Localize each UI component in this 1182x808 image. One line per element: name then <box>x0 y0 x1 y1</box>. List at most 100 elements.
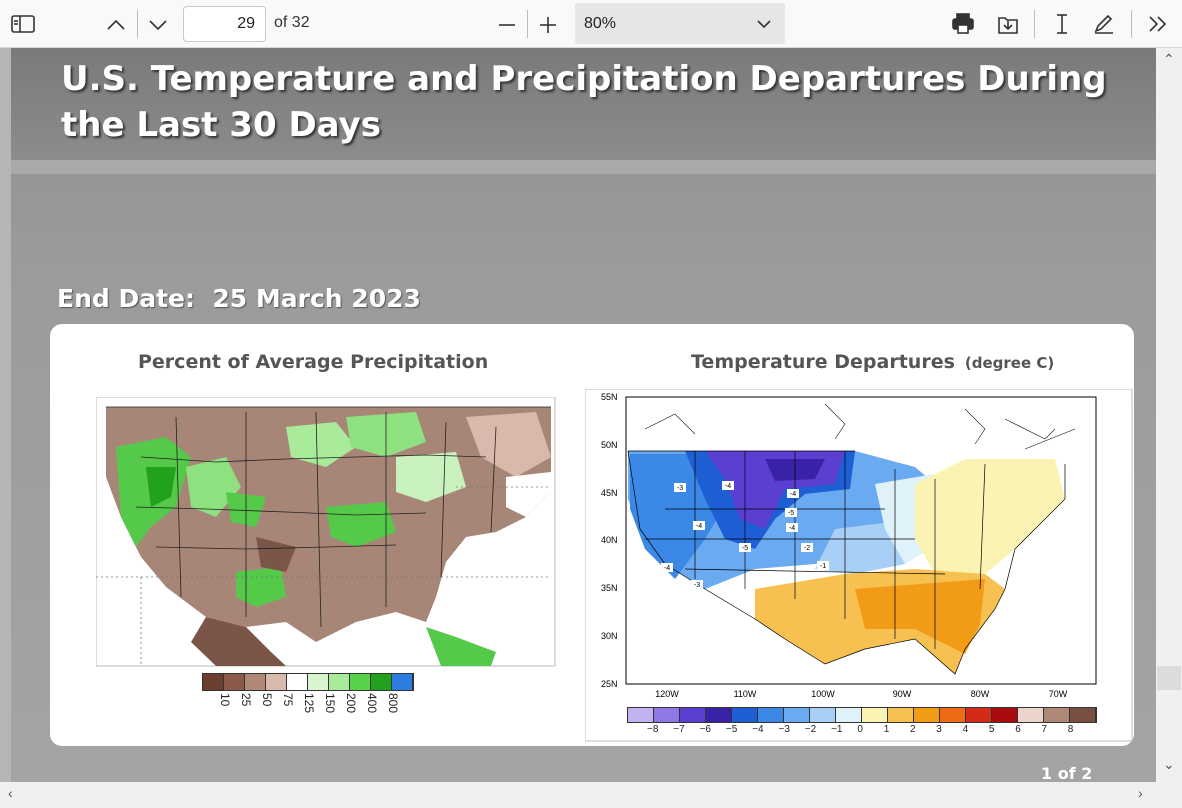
slide-header <box>11 48 1156 160</box>
temp-legend-label: 5 <box>988 724 995 735</box>
temp-legend-swatch <box>914 708 940 722</box>
temp-legend-swatch <box>836 708 862 722</box>
precip-legend-label: 400 <box>365 693 379 714</box>
precip-legend-label: 150 <box>323 693 337 714</box>
precip-legend-label: 75 <box>281 693 295 707</box>
vertical-scrollbar[interactable]: ⌃ ⌄ <box>1156 48 1182 782</box>
precip-legend-label: 800 <box>386 693 400 714</box>
precip-legend-swatch <box>371 674 392 690</box>
previous-page-icon[interactable] <box>103 12 129 38</box>
temp-legend-swatch <box>654 708 680 722</box>
temp-contour-label: -4 <box>664 565 670 572</box>
temp-legend-label: −7 <box>673 724 685 735</box>
temp-contour-label-box <box>787 489 799 498</box>
temp-legend-swatch <box>966 708 992 722</box>
temp-contour-label: -3 <box>677 485 683 492</box>
temp-map-lon-label: 110W <box>734 689 757 699</box>
next-page-icon[interactable] <box>145 12 171 38</box>
temp-legend-label: 0 <box>857 724 863 735</box>
temp-legend-swatches <box>627 707 1097 723</box>
temp-contour-label-box <box>739 543 751 552</box>
slide-title-line2: the Last 30 Days <box>61 105 381 145</box>
temp-map-lat-label: 50N <box>601 440 618 450</box>
precip-map-title: Percent of Average Precipitation <box>138 351 489 373</box>
zoom-out-icon[interactable] <box>494 12 520 38</box>
print-icon[interactable] <box>949 11 977 37</box>
precipitation-map <box>96 397 556 667</box>
scroll-down-icon[interactable]: ⌄ <box>1163 756 1175 772</box>
precip-legend-swatch <box>224 674 245 690</box>
maps-panel: Percent of Average Precipitation Tempera… <box>50 324 1134 746</box>
temp-contour-label: -2 <box>804 545 810 552</box>
zoom-select[interactable]: 80% <box>575 3 785 44</box>
temp-legend-label: 4 <box>962 724 969 735</box>
temp-map-unit: (degree C) <box>964 354 1055 372</box>
temp-contour-label-box <box>817 561 829 570</box>
temp-legend-label: 8 <box>1067 724 1074 735</box>
temp-contour-label-box <box>801 543 813 552</box>
temp-legend-label: 3 <box>936 724 942 735</box>
total-pages-label: of 32 <box>274 14 310 31</box>
temp-legend-swatch <box>706 708 732 722</box>
temp-legend-swatch <box>862 708 888 722</box>
temp-legend-label: −4 <box>752 724 764 735</box>
temp-legend-label: 2 <box>910 724 916 735</box>
temp-legend-label: −3 <box>778 724 790 735</box>
temp-contour-label-box <box>674 483 686 492</box>
pdf-toolbar: 29 of 32 80% <box>0 0 1182 48</box>
slide-page-counter: 1 of 2 <box>1041 764 1093 782</box>
temp-legend-swatch <box>784 708 810 722</box>
document-viewer[interactable]: U.S. Temperature and Precipitation Depar… <box>0 48 1156 782</box>
temp-map-lat-label: 25N <box>601 679 618 689</box>
temp-map-title: Temperature Departures (degree C) <box>691 351 1054 373</box>
temp-legend: −8 −7 −6 −5 −4 −3 −2 −1 0 1 2 3 4 5 6 7 8 <box>627 707 1097 735</box>
precip-legend-label: 200 <box>344 693 358 714</box>
text-select-icon[interactable] <box>1048 11 1076 37</box>
temp-map-lon-label: 100W <box>811 689 835 699</box>
zoom-value: 80% <box>584 15 617 32</box>
scroll-up-icon[interactable]: ⌃ <box>1163 51 1175 67</box>
precip-legend-swatch <box>329 674 350 690</box>
horizontal-scrollbar[interactable]: ‹ › <box>0 782 1182 808</box>
temp-legend-label: −8 <box>647 724 659 735</box>
temp-legend-label: −6 <box>699 724 711 735</box>
temp-contour-label: -1 <box>820 563 826 570</box>
scroll-right-icon[interactable]: › <box>1138 785 1143 801</box>
save-icon[interactable] <box>994 11 1022 37</box>
temp-legend-swatch <box>628 708 654 722</box>
toolbar-divider <box>1131 10 1132 38</box>
precip-legend-swatch <box>245 674 266 690</box>
toolbar-divider <box>1034 10 1035 38</box>
vertical-scroll-thumb[interactable] <box>1157 666 1181 690</box>
chevron-down-icon <box>755 16 773 32</box>
temp-legend-swatch <box>680 708 706 722</box>
temp-map-lon-label: 80W <box>971 689 990 699</box>
slide-band <box>11 160 1156 174</box>
temp-map-lat-label: 35N <box>601 583 618 593</box>
temp-legend-swatch <box>1070 708 1096 722</box>
temp-map-lon-label: 70W <box>1049 689 1068 699</box>
temp-contour-label-box <box>693 521 705 530</box>
toolbar-divider <box>527 10 528 38</box>
zoom-in-icon[interactable] <box>535 12 561 38</box>
precip-legend-labels: 10 25 50 75 125 150 200 400 800 <box>202 691 414 735</box>
scroll-left-icon[interactable]: ‹ <box>8 785 13 801</box>
temp-contour-label: -3 <box>694 582 700 589</box>
temp-contour-label: -4 <box>696 523 702 530</box>
temp-map-lat-label: 55N <box>601 392 618 402</box>
temp-contour-label: -4 <box>789 525 795 532</box>
precip-legend-swatch <box>287 674 308 690</box>
temp-legend-label: −1 <box>831 724 843 735</box>
temp-legend-swatch <box>1044 708 1070 722</box>
temp-map-lon-label: 90W <box>893 689 912 699</box>
precip-legend-label: 125 <box>302 693 316 714</box>
page-number-input[interactable]: 29 <box>183 6 266 42</box>
temp-legend-swatch <box>758 708 784 722</box>
temp-legend-swatch <box>940 708 966 722</box>
temp-map-title-text: Temperature Departures <box>691 351 955 373</box>
temp-legend-labels: −8 −7 −6 −5 −4 −3 −2 −1 0 1 2 3 4 5 6 7 8 <box>627 723 1097 735</box>
more-options-icon[interactable] <box>1144 11 1172 37</box>
draw-pen-icon[interactable] <box>1090 11 1118 37</box>
temp-legend-swatch <box>888 708 914 722</box>
sidebar-toggle-icon[interactable] <box>8 11 38 37</box>
